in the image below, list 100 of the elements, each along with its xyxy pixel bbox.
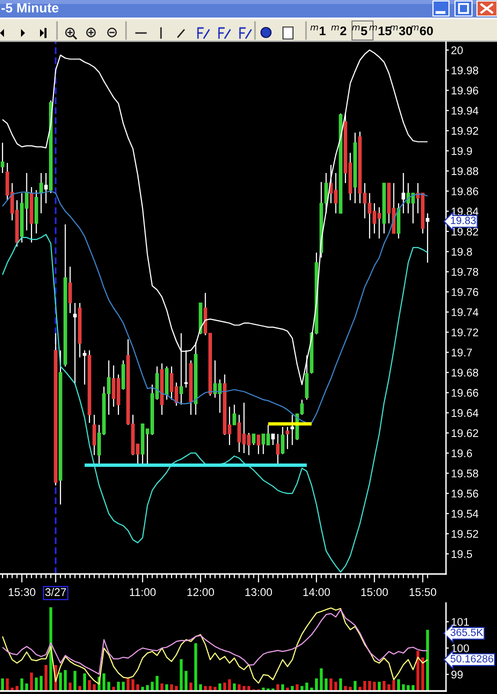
- y-tick-label: 19.9: [452, 147, 472, 155]
- y-tick-label: 19.98: [452, 66, 478, 74]
- bar: [131, 679, 134, 691]
- candlestick: [276, 433, 280, 466]
- text: $^{m}$5: [352, 25, 368, 36]
- bar: [402, 684, 405, 691]
- candlestick: [280, 426, 284, 455]
- bar: [16, 686, 18, 691]
- bar: [290, 686, 294, 691]
- bar: [30, 672, 33, 691]
- bar: [300, 686, 304, 691]
- bar: [74, 670, 76, 691]
- y-tick-label: 19.64: [452, 409, 478, 417]
- bar: [238, 684, 241, 691]
- x-tick-label: 13:00: [245, 588, 272, 596]
- bar: [281, 684, 284, 691]
- bar: [68, 682, 72, 691]
- bar: [116, 682, 120, 691]
- x-tick-label: 15:00: [361, 588, 388, 596]
- y-tick-label: 19.82: [452, 228, 478, 236]
- x-tick-label: 15:50: [410, 588, 436, 596]
- y-tick-label: 19.5: [452, 550, 472, 558]
- y-tick-label: 19.58: [452, 470, 478, 478]
- y-tick-label: 19.86: [452, 187, 478, 196]
- text: $^{m}$2: [331, 25, 346, 36]
- bar: [387, 684, 390, 691]
- bar: [160, 683, 164, 691]
- candlestick: [286, 426, 290, 450]
- y-tick-label: 19.96: [452, 86, 478, 94]
- y-tick-label: 100: [452, 644, 469, 652]
- bar: [44, 665, 48, 691]
- bar: [204, 686, 207, 691]
- bar: [368, 680, 372, 691]
- text: 365.5K: [450, 628, 484, 636]
- y-tick-label: 19.68: [452, 368, 478, 377]
- text: 19.83: [450, 216, 476, 224]
- y-tick-label: 19.76: [452, 288, 478, 296]
- bar: [199, 684, 202, 691]
- candlestick: [256, 434, 260, 455]
- bar: [354, 680, 357, 691]
- text: 50.16286: [450, 655, 494, 662]
- text: $^{m}$30: [390, 25, 412, 36]
- candlestick: [290, 414, 294, 446]
- candlestick: [68, 266, 72, 314]
- bar: [49, 607, 52, 691]
- y-tick-label: 19.92: [452, 126, 478, 135]
- candlestick: [252, 433, 256, 446]
- line-series: [2, 234, 428, 573]
- candlestick: [82, 350, 86, 386]
- x-tick-label: 11:00: [130, 588, 156, 596]
- text: $^{m}$1: [310, 25, 326, 36]
- bar: [102, 673, 106, 691]
- bar: [372, 682, 376, 691]
- candlestick: [44, 172, 48, 204]
- candlestick: [402, 172, 406, 214]
- bar: [218, 683, 222, 691]
- bar: [412, 685, 415, 691]
- y-tick-label: 19.78: [452, 268, 478, 276]
- bar: [382, 680, 386, 691]
- bar: [228, 679, 231, 691]
- x-tick-label: 3/27: [45, 588, 66, 596]
- bar: [88, 680, 91, 691]
- text: -5 Minute: [2, 2, 58, 13]
- y-tick-label: 19.8: [452, 248, 472, 256]
- candlestick: [232, 404, 236, 426]
- y-tick-label: 19.66: [452, 388, 478, 397]
- y-tick-label: 19.7: [452, 348, 472, 356]
- y-tick-label: 19.72: [452, 328, 478, 336]
- bar: [339, 678, 342, 691]
- bar: [59, 672, 62, 691]
- bar: [397, 679, 400, 691]
- bar: [276, 684, 280, 691]
- bar: [1, 678, 4, 691]
- text: $^{m}$15: [369, 25, 392, 36]
- bar: [310, 688, 314, 691]
- candlestick: [426, 212, 430, 264]
- bar: [232, 683, 236, 691]
- y-tick-label: 19.54: [452, 510, 478, 518]
- y-tick-label: 99: [451, 670, 463, 679]
- bar: [189, 682, 192, 691]
- bar: [184, 670, 188, 691]
- bar: [83, 673, 86, 691]
- y-tick-label: 19.94: [452, 106, 478, 115]
- bar: [330, 678, 332, 691]
- x-tick-label: 14:00: [303, 588, 330, 596]
- bar: [315, 678, 318, 691]
- bar: [64, 670, 67, 691]
- y-tick-label: 19.62: [452, 429, 478, 438]
- line-series: [2, 609, 428, 675]
- candlestick: [73, 302, 77, 386]
- bar: [324, 678, 328, 691]
- y-tick-label: 19.74: [452, 308, 478, 316]
- y-tick-label: 19.52: [452, 530, 478, 538]
- bar: [426, 630, 429, 691]
- y-tick-label: 19.88: [452, 167, 478, 176]
- bar: [416, 650, 420, 691]
- x-tick-label: 15:30: [8, 588, 36, 596]
- bar: [146, 685, 149, 691]
- bar: [156, 676, 159, 691]
- candlestick: [271, 433, 275, 446]
